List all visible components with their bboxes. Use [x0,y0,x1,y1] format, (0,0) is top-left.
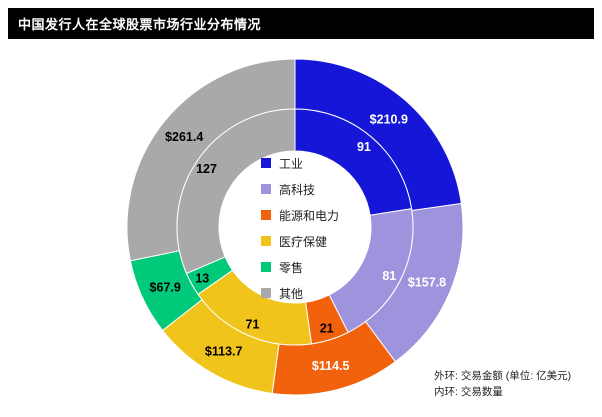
inner-segment-label: 21 [320,322,334,336]
outer-segment-label: $67.9 [150,280,181,294]
legend-item: 医疗保健 [261,228,371,254]
chart-title: 中国发行人在全球股票市场行业分布情况 [18,17,262,32]
legend-swatch-icon [261,288,271,298]
title-bar: 中国发行人在全球股票市场行业分布情况 [8,8,594,39]
legend-swatch-icon [261,184,271,194]
footnote-outer-ring: 外环: 交易金额 (单位: 亿美元) [434,370,572,382]
legend-label: 工业 [279,156,304,171]
outer-segment-label: $210.9 [370,112,408,126]
legend-swatch-icon [261,158,271,168]
legend-item: 高科技 [261,176,371,202]
legend-item: 工业 [261,150,371,176]
footnote-inner-ring: 内环: 交易数量 [434,386,503,399]
legend-item: 能源和电力 [261,202,371,228]
legend-label: 零售 [279,260,304,275]
outer-segment-label: $261.4 [165,130,203,144]
outer-segment-label: $114.5 [312,359,350,373]
inner-segment-label: 81 [382,269,396,283]
legend-item: 其他 [261,280,371,306]
legend-label: 其他 [279,286,304,301]
legend-label: 能源和电力 [279,208,340,223]
legend-item: 零售 [261,254,371,280]
inner-ring-segment [176,108,296,275]
outer-segment-label: $157.8 [408,275,446,289]
legend-swatch-icon [261,210,271,220]
inner-segment-label: 13 [195,272,209,286]
legend-label: 医疗保健 [279,234,328,249]
inner-segment-label: 71 [246,317,260,331]
legend-swatch-icon [261,262,271,272]
legend-swatch-icon [261,236,271,246]
legend-label: 高科技 [279,182,316,197]
outer-segment-label: $113.7 [205,344,243,358]
inner-segment-label: 91 [357,140,371,154]
chart-footnote: 外环: 交易金额 (单位: 亿美元) 内环: 交易数量 [434,368,571,401]
inner-segment-label: 127 [196,162,217,176]
chart-legend: 工业高科技能源和电力医疗保健零售其他 [261,150,371,306]
